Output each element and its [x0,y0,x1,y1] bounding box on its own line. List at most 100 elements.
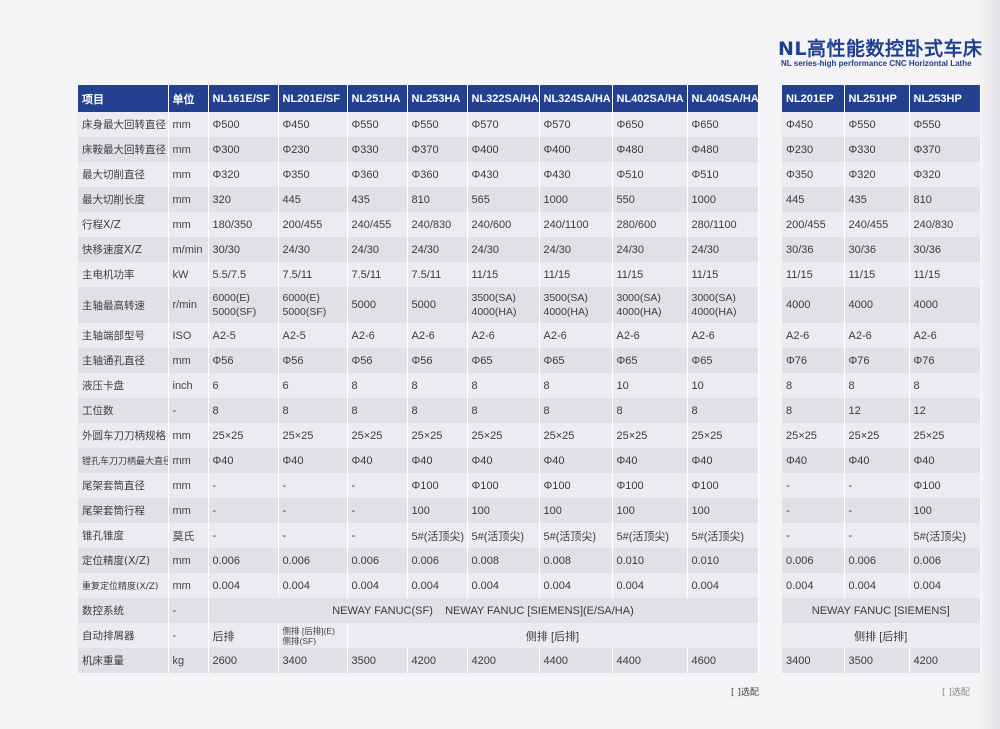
value-cell: 5#(活顶尖) [687,523,759,548]
spec-row: 0.006 0.006 0.006 [782,548,981,573]
value-cell: A2-6 [844,323,910,348]
value-cell: 8 [278,398,348,423]
spec-row: 最大切削直径 mm Φ320 Φ350 Φ360 Φ360 Φ430 Φ430 Φ510 Φ510 [78,162,759,187]
value-cell: 8 [407,373,468,398]
value-cell: 侧排 [后排](E) 侧排(SF) [278,623,348,648]
optional-footnote: [ ]选配 [731,688,759,698]
value-cell: 0.006 [844,548,910,573]
value-cell: 8 [687,398,759,423]
row-label: 床身最大回转直径 [78,112,169,137]
value-cell: 7.5/11 [347,262,408,287]
value-cell: 280/600 [612,212,688,237]
value-cell: Φ400 [467,137,540,162]
chip-conveyor-row: 自动排屑器 - 后排 侧排 [后排](E) 侧排(SF) 侧排 [后排] [78,623,759,648]
value-cell: 24/30 [539,237,613,262]
value-cell: - [844,473,910,498]
value-cell: Φ300 [208,137,279,162]
value-cell: 6 [278,373,348,398]
value-cell: Φ570 [467,112,540,137]
header-cell: NL201E/SF [278,85,348,112]
value-line: 侧排(SF) [282,635,317,646]
value-cell: Φ40 [539,448,613,473]
value-cell: 25×25 [687,423,759,448]
value-cell: 5000 [347,287,408,323]
value-cell: 8 [612,398,688,423]
spec-row: 尾架套筒直径 mm - - - Φ100 Φ100 Φ100 Φ100 Φ100 [78,473,759,498]
value-cell: Φ40 [208,448,279,473]
row-label: 数控系统 [78,598,169,623]
value-cell: 4400 [612,648,688,673]
value-cell: 0.006 [782,548,845,573]
value-cell: Φ100 [539,473,613,498]
value-cell: 180/350 [208,212,279,237]
value-cell: 6000(E) 5000(SF) [278,287,348,323]
value-cell: 8 [467,398,540,423]
value-cell: 25×25 [467,423,540,448]
value-cell: 6 [208,373,279,398]
value-cell: 240/830 [407,212,468,237]
optional-footnote-right: [ ]选配 [942,688,970,698]
value-cell: 25×25 [407,423,468,448]
spec-row: 床鞍最大回转直径 mm Φ300 Φ230 Φ330 Φ370 Φ400 Φ400 Φ480 Φ4… [78,137,759,162]
value-cell: 3500 [347,648,408,673]
value-cell: 10 [687,373,759,398]
unit-cell: 莫氏 [168,523,209,548]
value-cell: Φ40 [687,448,759,473]
value-cell: Φ510 [612,162,688,187]
value-cell: Φ430 [539,162,613,187]
unit-cell: inch [168,373,209,398]
unit-cell: mm [168,498,209,523]
value-line: 3500(SA) [543,292,588,304]
unit-cell: mm [168,448,209,473]
value-cell: Φ230 [782,137,845,162]
spec-row: 445 435 810 [782,187,981,212]
row-label: 床鞍最大回转直径 [78,137,169,162]
value-cell: 240/600 [467,212,540,237]
value-cell: 5.5/7.5 [208,262,279,287]
value-cell: 0.008 [467,548,540,573]
value-cell: 11/15 [844,262,910,287]
value-cell: - [347,473,408,498]
header-cell: NL251HP [844,85,910,112]
value-cell: 12 [909,398,981,423]
spec-row: 快移速度X/Z m/min 30/30 24/30 24/30 24/30 24/30 24/… [78,237,759,262]
value-cell: 24/30 [612,237,688,262]
value-cell: 0.004 [407,573,468,598]
spec-row: 液压卡盘 inch 6 6 8 8 8 8 10 10 [78,373,759,398]
value-cell: Φ330 [347,137,408,162]
unit-cell: r/min [168,287,209,323]
unit-cell: m/min [168,237,209,262]
value-cell: 4000 [844,287,910,323]
value-cell: 0.004 [278,573,348,598]
value-cell: 25×25 [612,423,688,448]
value-cell: 0.004 [539,573,613,598]
value-cell: - [278,473,348,498]
spec-row: 11/15 11/15 11/15 [782,262,981,287]
value-cell: 8 [347,373,408,398]
unit-cell: mm [168,212,209,237]
value-cell: Φ40 [612,448,688,473]
value-cell: Φ100 [909,473,981,498]
value-cell: 280/1100 [687,212,759,237]
spec-row: 25×25 25×25 25×25 [782,423,981,448]
unit-cell: mm [168,548,209,573]
spec-row: 尾架套筒行程 mm - - -100 100 100 100 100 [78,498,759,523]
unit-cell: kg [168,648,209,673]
spec-row: 工位数 -8 8 8 8 8 8 8 8 [78,398,759,423]
value-cell: Φ40 [467,448,540,473]
value-cell: 30/36 [782,237,845,262]
value-cell: 4200 [407,648,468,673]
value-cell: Φ40 [782,448,845,473]
unit-cell: mm [168,348,209,373]
spec-row: 外圆车刀刀柄规格 mm 25×25 25×25 25×25 25×25 25×25 25×25… [78,423,759,448]
value-cell: Φ76 [782,348,845,373]
spec-row: 8 12 12 [782,398,981,423]
row-label: 锥孔锥度 [78,523,169,548]
value-cell: 30/36 [844,237,910,262]
value-cell: Φ65 [612,348,688,373]
value-cell: 12 [844,398,910,423]
value-cell: 11/15 [687,262,759,287]
header-cell: NL251HA [347,85,408,112]
control-system-row: 数控系统 - NEWAY FANUC(SF) NEWAY FANUC [SIEMEN… [78,598,759,623]
value-cell: 3400 [782,648,845,673]
